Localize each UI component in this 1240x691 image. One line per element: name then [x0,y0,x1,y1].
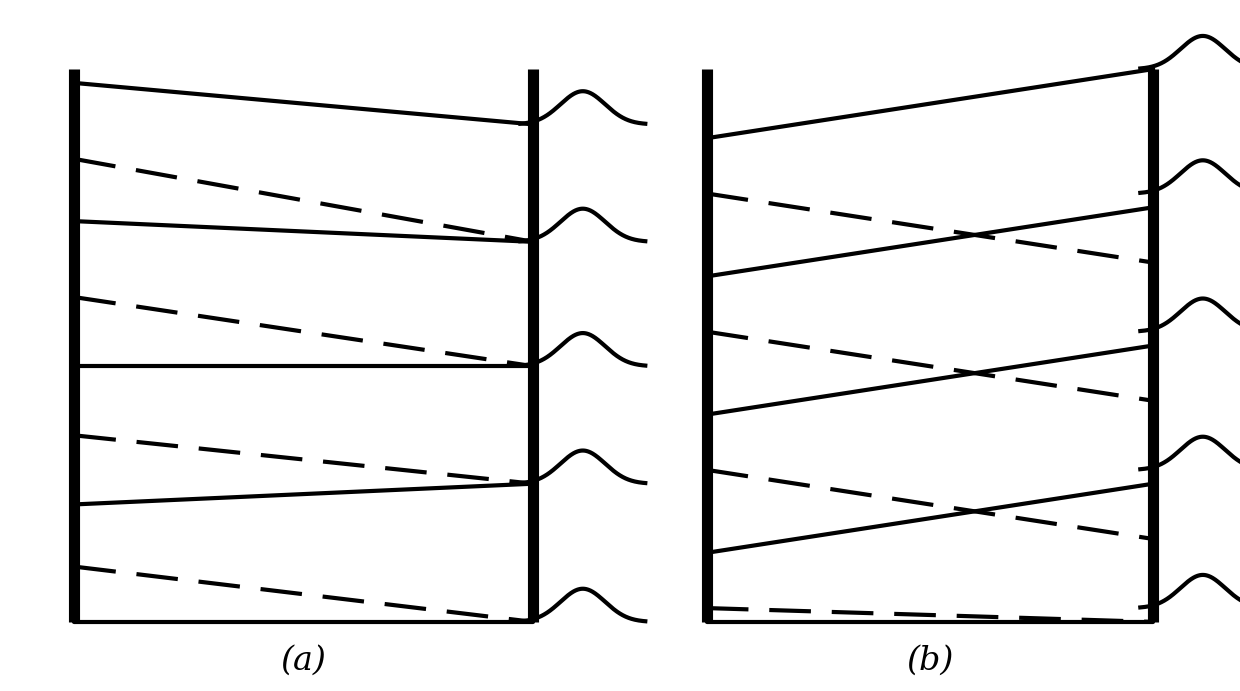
Text: (a): (a) [281,645,326,677]
Text: (b): (b) [906,645,954,677]
